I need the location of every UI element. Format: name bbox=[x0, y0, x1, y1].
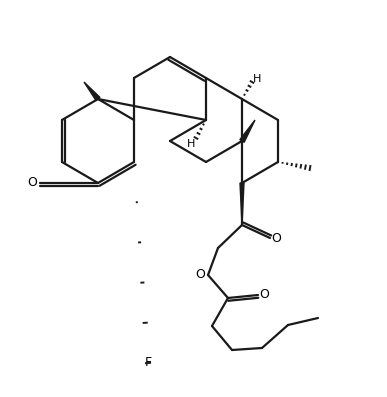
Text: F: F bbox=[144, 357, 152, 370]
Text: O: O bbox=[259, 289, 269, 301]
Text: H: H bbox=[187, 139, 195, 149]
Polygon shape bbox=[240, 120, 255, 142]
Text: O: O bbox=[195, 268, 205, 281]
Polygon shape bbox=[84, 82, 100, 100]
Text: H: H bbox=[253, 74, 261, 84]
Text: O: O bbox=[271, 231, 281, 245]
Polygon shape bbox=[240, 183, 244, 225]
Text: O: O bbox=[27, 177, 37, 189]
